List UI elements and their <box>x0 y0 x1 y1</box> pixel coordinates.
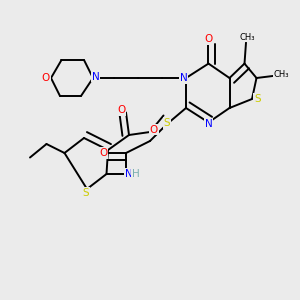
Text: S: S <box>82 188 89 198</box>
Text: CH₃: CH₃ <box>274 70 289 79</box>
Text: O: O <box>117 105 126 115</box>
Text: N: N <box>124 169 132 179</box>
Text: N: N <box>205 119 212 129</box>
Text: O: O <box>149 124 158 135</box>
Text: N: N <box>92 71 99 82</box>
Text: N: N <box>180 73 188 83</box>
Text: S: S <box>254 94 261 104</box>
Text: O: O <box>99 148 108 158</box>
Text: S: S <box>164 118 170 128</box>
Text: O: O <box>41 73 50 83</box>
Text: H: H <box>132 169 140 179</box>
Text: CH₃: CH₃ <box>240 33 255 42</box>
Text: O: O <box>204 34 213 44</box>
